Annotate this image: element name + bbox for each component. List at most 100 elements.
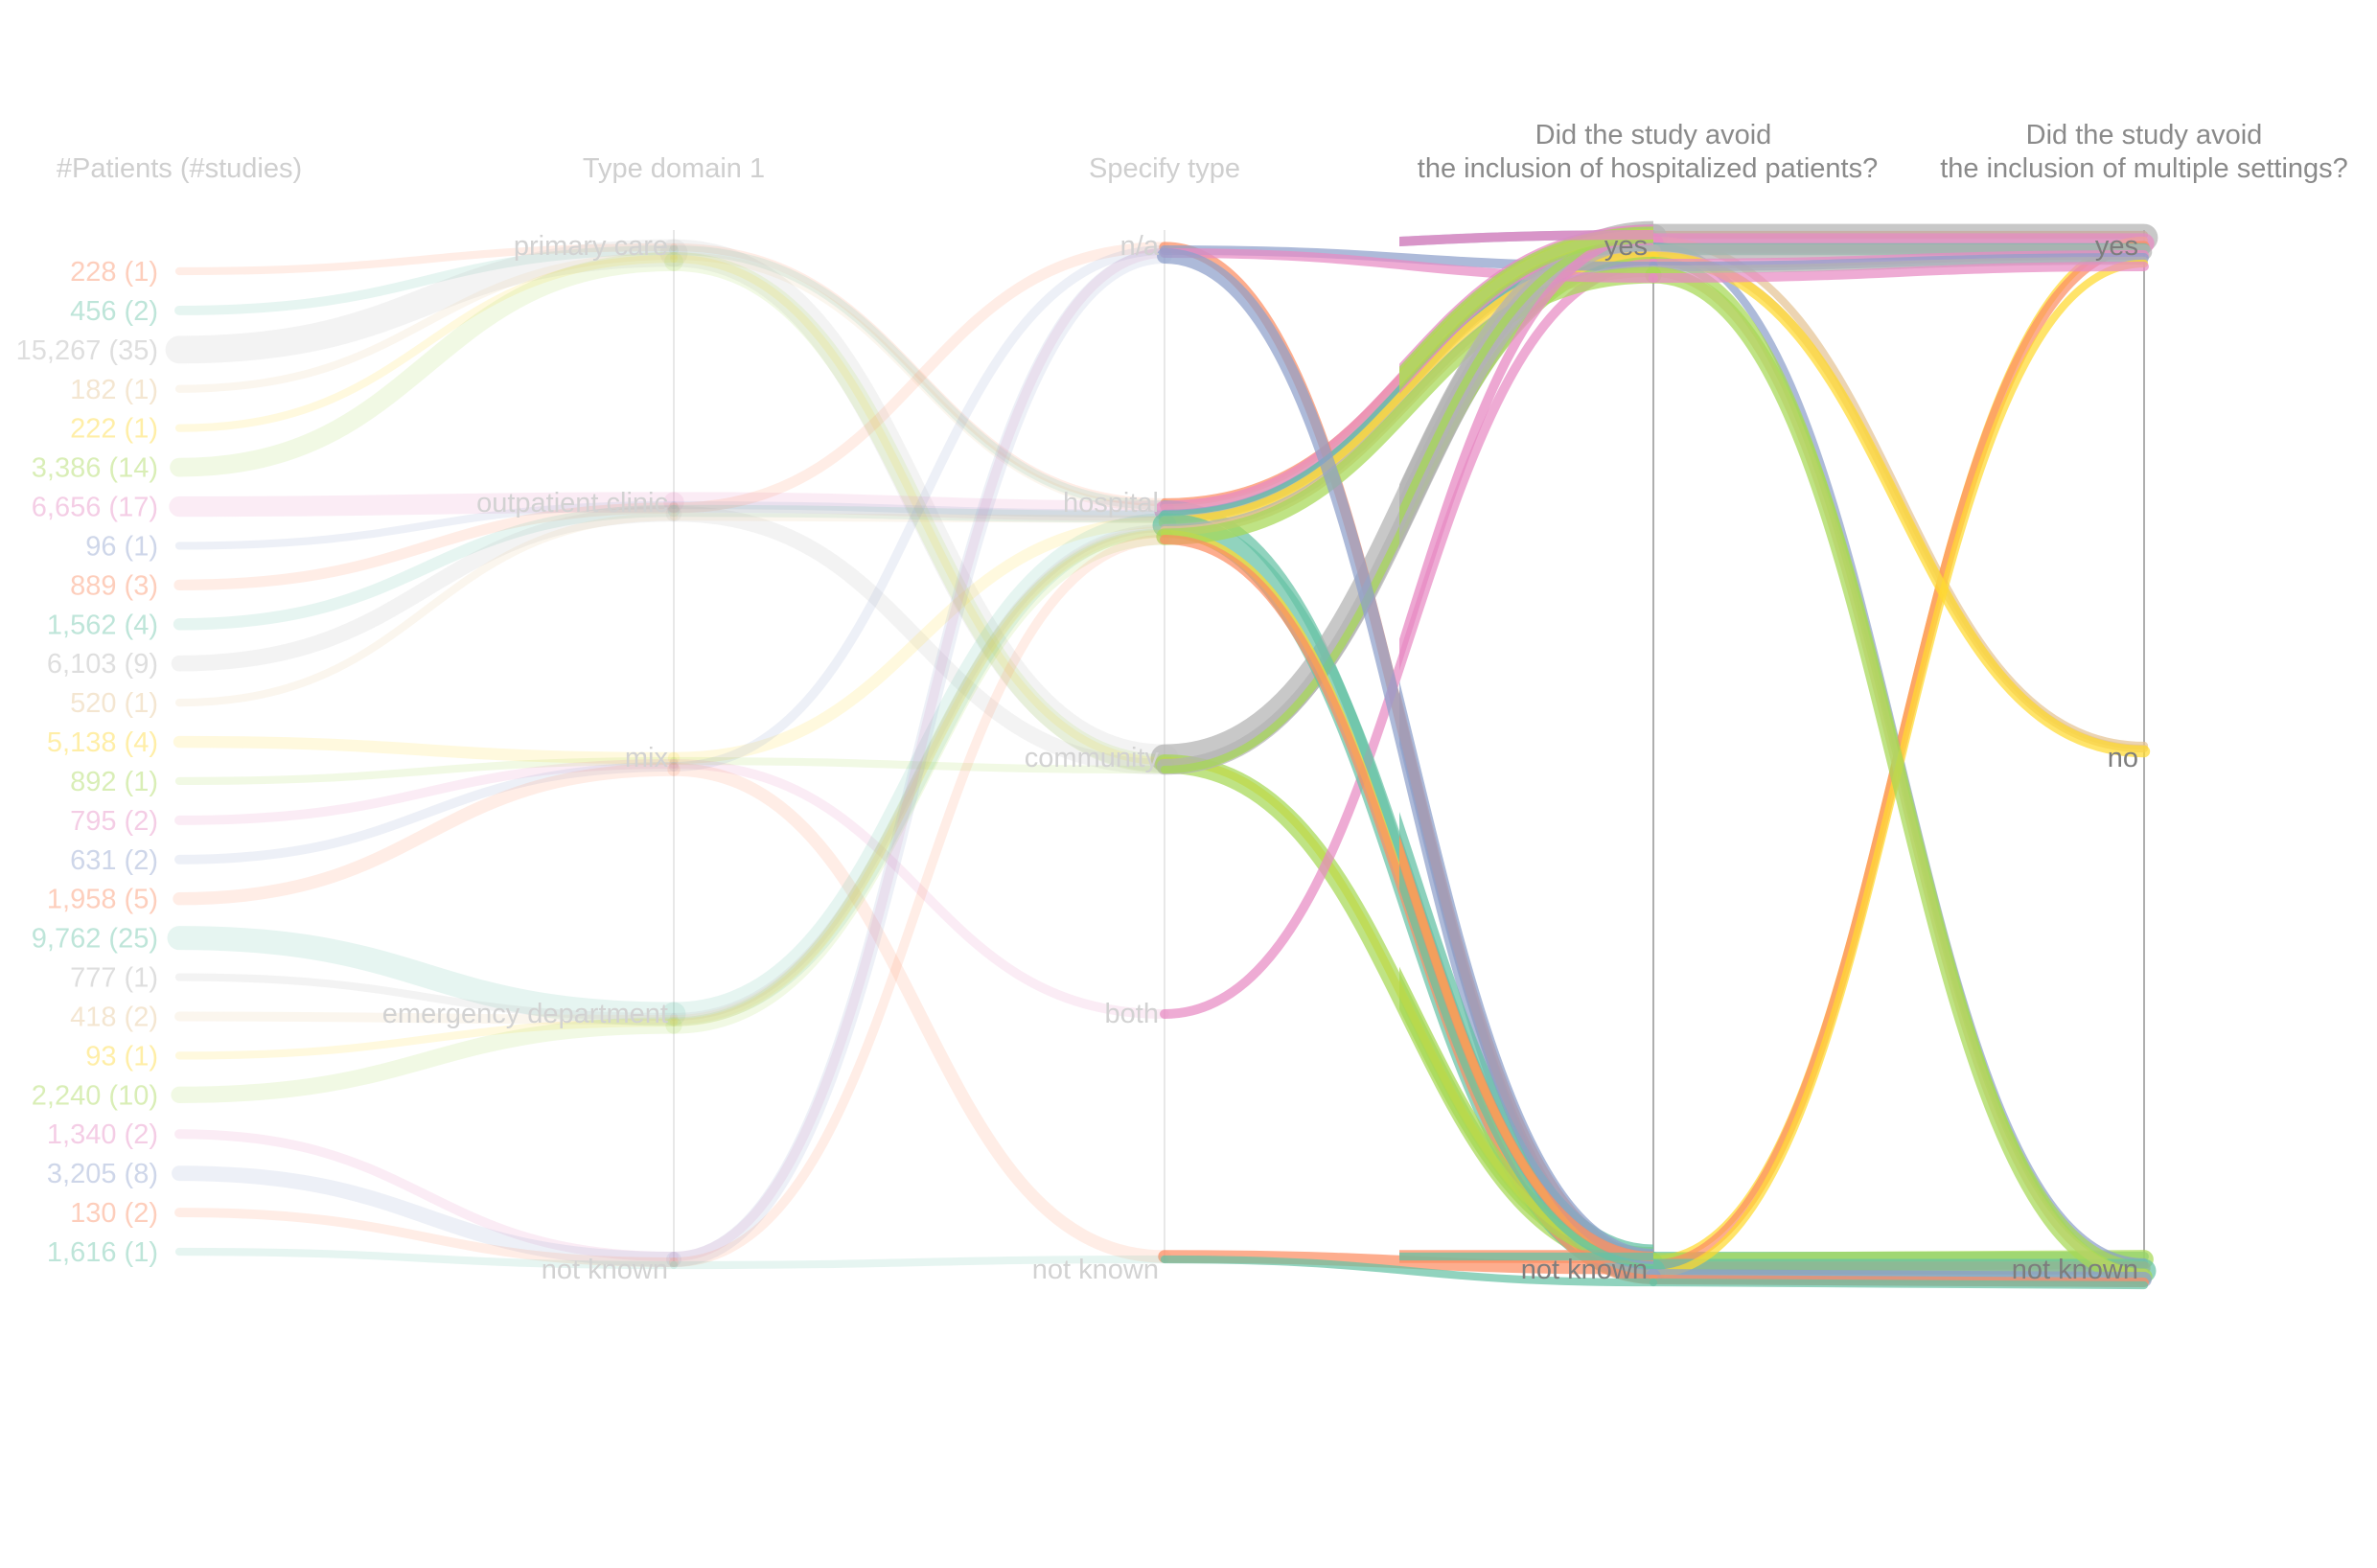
category-label-spec-community: community [1025,743,1160,773]
series-line-segment [169,492,684,518]
series-line-segment [669,529,1169,1027]
axis-title-multi-line1: Did the study avoid [2026,120,2263,150]
series-line-segment [1649,262,2149,283]
series-line-segment [172,1165,681,1267]
series-line-segment [174,759,679,825]
series-line-segment [173,502,680,590]
axis-title-patients: #Patients (#studies) [57,153,302,184]
series-line-segment [666,248,1172,1267]
series-lines [165,220,2158,1290]
series-line-segment [1645,266,2153,1285]
series-line-segment [1647,251,2151,758]
row-label: 777 (1) [70,963,158,994]
series-line-segment [170,252,683,477]
series-line-segment [174,251,679,393]
series-line-segment [669,245,1169,510]
axis-title-type: Type domain 1 [583,153,765,184]
series-line-segment [173,504,681,631]
series-line-segment [174,245,679,315]
series-line-segment [1399,834,1654,1261]
row-label: 3,386 (14) [32,453,158,484]
row-label: 93 (1) [85,1041,158,1072]
series-line-segment [1649,1278,2149,1290]
series-line-segment [669,251,1169,513]
row-label: 2,240 (10) [32,1080,158,1111]
row-label: 795 (2) [70,806,158,837]
series-line-segment [173,763,681,906]
category-label-spec-not-known: not known [1032,1255,1159,1285]
category-label-multi-not-known: not known [2012,1255,2138,1285]
row-label: 15,267 (35) [16,335,158,366]
series-line-segment [669,535,1169,1267]
row-label: 5,138 (4) [47,727,158,758]
series-line-segment [167,926,686,1026]
series-line-segment [173,735,681,765]
row-label: 222 (1) [70,414,158,445]
category-labels: primary care outpatient clinic mix emergenc… [382,231,2138,1285]
series-line-segment [669,759,1169,1019]
series-line-segment [174,1129,679,1261]
row-label: 6,656 (17) [32,493,158,523]
row-label: 1,616 (1) [47,1237,158,1268]
axis-title-hosp-line2: the inclusion of hospitalized patients? [1418,153,1878,184]
series-line-segment [661,513,1177,1026]
series-line-segment [1649,256,2149,274]
series-line-segment [659,239,1179,772]
row-label: 1,562 (4) [47,610,158,640]
axis-title-hosp-line1: Did the study avoid [1535,120,1772,150]
series-line-segment [668,242,1170,514]
series-line-segment [664,252,1174,773]
series-line-segment [669,512,1169,524]
row-label: 130 (2) [70,1198,158,1229]
series-line-segment [669,248,1169,1261]
category-label-multi-no: no [2108,743,2138,773]
axis-title-specify-type: Specify type [1089,153,1240,184]
series-line-segment [669,242,1169,507]
series-line-segment [174,973,679,1022]
series-line-segment [669,756,1169,774]
series-line-segment [1399,230,1654,671]
row-label: 889 (3) [70,570,158,601]
series-line-segment [165,239,688,364]
series-line-segment [1399,226,1654,392]
row-labels: 228 (1) 456 (2) 15,267 (35) 182 (1) 222 (1) 3… [16,257,158,1268]
row-label: 9,762 (25) [32,924,158,955]
category-label-spec-both: both [1105,999,1159,1029]
series-line-segment [669,254,1169,766]
series-line-segment [174,242,679,276]
series-line-segment [663,492,1175,521]
series-line-segment [665,505,1173,775]
row-label: 6,103 (9) [47,649,158,680]
category-label-hosp-not-known: not known [1521,1255,1648,1285]
category-label-type-primary-care: primary care [514,231,668,262]
row-label: 96 (1) [85,531,158,562]
series-line-segment [667,763,1171,1263]
row-label: 892 (1) [70,767,158,797]
row-label: 456 (2) [70,296,158,327]
category-label-hosp-yes: yes [1604,231,1648,262]
series-line-segment [174,1018,679,1060]
series-line-segment [669,526,1169,1025]
row-label: 631 (2) [70,845,158,876]
row-label: 418 (2) [70,1002,158,1032]
row-label: 182 (1) [70,375,158,405]
series-line-segment [1399,230,1654,246]
axis-title-multi-line2: the inclusion of multiple settings? [1940,153,2348,184]
series-line-segment [171,1017,682,1103]
category-label-type-outpatient-clinic: outpatient clinic [476,488,668,519]
series-line-segment [669,245,1169,772]
series-line-segment [669,1255,1169,1270]
series-line-segment [174,1208,679,1267]
series-line-segment [1160,1255,1658,1287]
row-label: 520 (1) [70,688,158,719]
series-line-segment [669,523,1169,1022]
axis-titles: #Patients (#studies) Type domain 1 Specify… [57,120,2348,184]
series-line-segment [174,1011,679,1025]
row-label: 3,205 (8) [47,1159,158,1189]
category-label-type-mix: mix [625,743,669,773]
series-line-segment [174,762,679,865]
category-label-type-not-known: not known [542,1255,668,1285]
category-label-spec-n-a: n/a [1120,231,1160,262]
series-line-segment [1156,266,1662,545]
